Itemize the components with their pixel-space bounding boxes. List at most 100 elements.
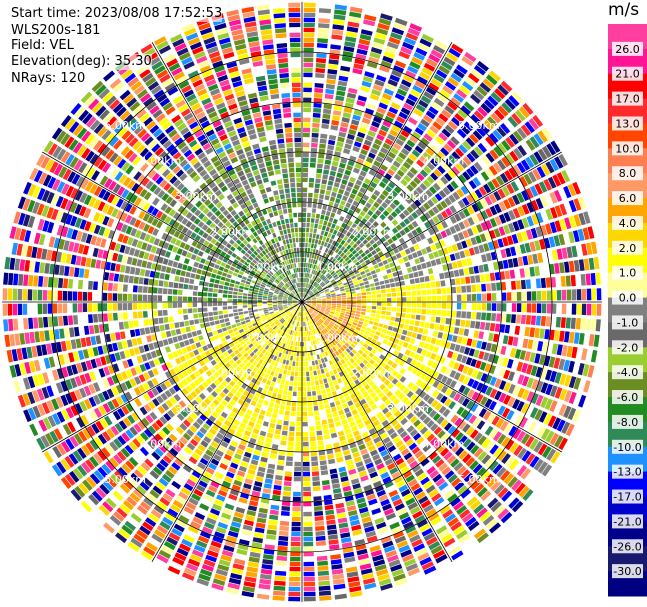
range-gate [361, 308, 366, 312]
range-gate [362, 373, 369, 379]
range-gate [501, 186, 511, 197]
range-gate [446, 52, 459, 62]
range-gate [487, 497, 499, 509]
range-gate [235, 334, 242, 339]
range-gate [358, 127, 367, 134]
range-gate [322, 329, 327, 334]
range-gate [162, 516, 174, 526]
range-gate [134, 365, 142, 374]
range-gate [551, 249, 558, 261]
range-gate [197, 462, 206, 470]
range-gate [379, 332, 386, 338]
range-gate [453, 68, 465, 79]
range-gate [302, 401, 307, 407]
range-gate [129, 329, 136, 338]
range-gate [417, 472, 427, 482]
range-gate [335, 421, 342, 427]
range-gate [317, 327, 321, 332]
range-gate [324, 312, 329, 316]
range-gate [481, 254, 487, 263]
range-gate [532, 253, 539, 264]
range-gate [420, 137, 430, 146]
range-gate [532, 115, 544, 128]
range-gate [396, 169, 405, 177]
range-gate [362, 453, 370, 460]
range-gate [287, 311, 291, 315]
range-gate [335, 373, 340, 379]
range-gate [516, 430, 526, 442]
range-gate [358, 506, 369, 514]
range-gate [488, 193, 497, 204]
range-gate [284, 471, 293, 477]
range-gate [416, 302, 422, 308]
range-gate [52, 413, 61, 426]
range-gate [458, 210, 466, 220]
range-gate [127, 541, 140, 553]
range-gate [288, 340, 292, 345]
range-gate [306, 222, 310, 228]
range-gate [326, 243, 331, 249]
range-gate [198, 335, 204, 341]
range-gate [310, 147, 318, 153]
range-gate [373, 253, 380, 260]
range-gate [136, 435, 146, 445]
range-gate [484, 398, 493, 409]
range-gate [407, 382, 415, 390]
range-gate [413, 432, 422, 441]
range-gate [313, 228, 317, 234]
range-gate [464, 347, 471, 355]
range-gate [250, 416, 257, 423]
range-gate [355, 365, 362, 372]
range-gate [160, 392, 168, 401]
range-gate [366, 423, 374, 431]
range-gate [203, 312, 209, 317]
range-gate [283, 306, 288, 309]
range-gate [493, 261, 499, 271]
range-gate [375, 257, 382, 263]
range-gate [318, 445, 325, 451]
range-gate [503, 473, 515, 485]
range-gate [406, 357, 413, 364]
range-gate [378, 18, 392, 26]
range-gate [485, 136, 495, 147]
range-gate [295, 436, 302, 442]
range-gate [356, 305, 362, 308]
range-gate [465, 516, 477, 527]
range-gate [257, 466, 266, 473]
range-gate [419, 155, 428, 164]
range-gate [343, 206, 349, 213]
range-gate [238, 311, 244, 315]
range-gate [303, 72, 313, 78]
range-gate [361, 295, 367, 299]
range-gate [319, 331, 324, 336]
range-gate [440, 280, 446, 287]
range-gate [411, 345, 418, 352]
range-gate [310, 351, 313, 356]
range-gate [519, 176, 528, 188]
range-gate [309, 346, 312, 351]
range-gate [193, 379, 201, 386]
range-gate [322, 362, 327, 368]
range-gate [403, 408, 411, 417]
range-gate [318, 319, 323, 324]
range-gate [380, 583, 393, 591]
range-gate [425, 110, 436, 120]
range-gate [516, 401, 525, 412]
range-gate [525, 435, 535, 448]
range-gate [449, 226, 457, 234]
range-gate [501, 407, 511, 418]
range-gate [255, 476, 264, 483]
range-gate [34, 261, 40, 273]
range-gate [423, 430, 432, 439]
range-gate [432, 45, 446, 55]
range-gate [181, 572, 195, 581]
range-gate [486, 293, 492, 301]
range-gate [377, 251, 384, 257]
range-gate [257, 295, 263, 298]
range-gate [190, 365, 197, 372]
range-gate [77, 465, 88, 477]
range-gate [475, 321, 481, 329]
range-gate [409, 180, 418, 189]
range-gate [316, 53, 327, 59]
range-gate [323, 108, 332, 115]
